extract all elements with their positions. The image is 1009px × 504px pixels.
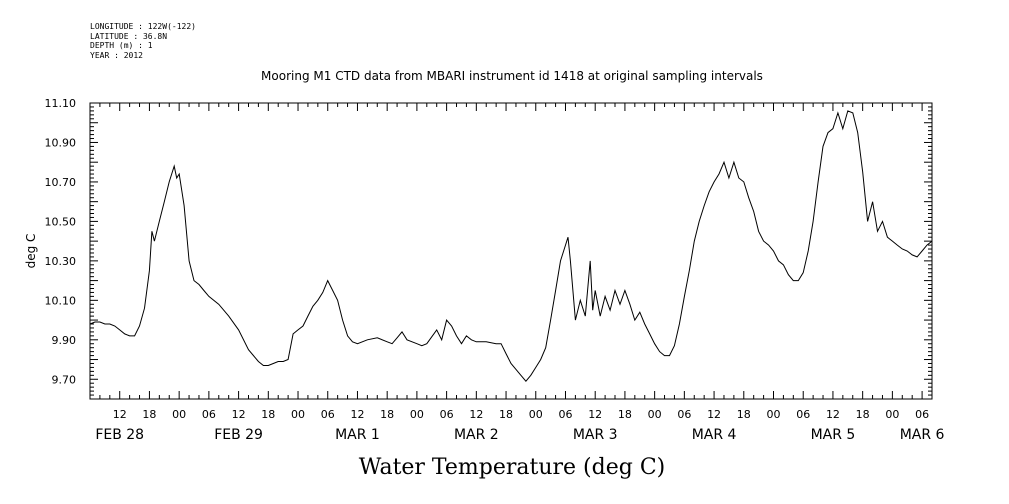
y-axis-ticks	[90, 102, 932, 400]
x-date-label: FEB 29	[214, 427, 263, 443]
x-hour-label: 06	[558, 408, 572, 421]
y-tick-label: 10.10	[45, 294, 77, 307]
metadata-latitude: LATITUDE : 36.8N	[90, 31, 168, 41]
x-hour-label: 00	[291, 408, 305, 421]
x-hour-label: 18	[856, 408, 870, 421]
x-hour-label: 12	[350, 408, 364, 421]
x-axis-label: Water Temperature (deg C)	[359, 455, 666, 480]
x-axis-hour-labels: 12 18 00 06 12 18 00 06 12 18 00 06 12 18 00 06 12 18 00 06…	[113, 408, 929, 421]
x-hour-label: 06	[915, 408, 929, 421]
x-hour-label: 06	[677, 408, 691, 421]
x-date-label: MAR 2	[454, 427, 499, 443]
plot-frame	[89, 102, 933, 400]
x-hour-label: 12	[826, 408, 840, 421]
x-date-label: FEB 28	[95, 427, 144, 443]
metadata-depth: DEPTH (m) : 1	[90, 41, 153, 50]
x-hour-label: 00	[767, 408, 781, 421]
x-axis-date-labels: FEB 28 FEB 29 MAR 1 MAR 2 MAR 3 MAR 4 MAR 5 MAR…	[95, 427, 944, 443]
x-date-label: MAR 5	[811, 427, 856, 443]
y-tick-label: 10.30	[45, 255, 77, 268]
x-hour-label: 18	[261, 408, 275, 421]
x-hour-label: 12	[469, 408, 483, 421]
x-hour-label: 12	[232, 408, 246, 421]
metadata-year: YEAR : 2012	[90, 50, 143, 60]
x-hour-label: 00	[410, 408, 424, 421]
x-hour-label: 00	[885, 408, 899, 421]
metadata-longitude: LONGITUDE : 122W(-122)	[90, 22, 196, 31]
x-date-label: MAR 4	[692, 427, 737, 443]
metadata-block: LONGITUDE : 122W(-122) LATITUDE : 36.8N …	[90, 22, 196, 60]
x-hour-label: 00	[529, 408, 543, 421]
x-hour-label: 18	[380, 408, 394, 421]
y-axis-tick-labels: 9.70 9.90 10.10 10.30 10.50 10.70 10.90 11.10	[45, 97, 77, 386]
y-tick-label: 10.90	[45, 136, 77, 149]
water-temperature-series-line	[89, 110, 933, 382]
x-date-label: MAR 3	[573, 427, 618, 443]
x-axis-ticks	[89, 103, 933, 399]
x-hour-label: 00	[648, 408, 662, 421]
chart-title: Mooring M1 CTD data from MBARI instrumen…	[261, 69, 763, 83]
x-date-label: MAR 6	[900, 427, 945, 443]
x-hour-label: 06	[796, 408, 810, 421]
y-tick-label: 11.10	[45, 97, 77, 110]
x-date-label: MAR 1	[335, 427, 380, 443]
y-tick-label: 10.70	[45, 176, 77, 189]
x-hour-label: 12	[588, 408, 602, 421]
y-tick-label: 10.50	[45, 215, 77, 228]
x-hour-label: 00	[172, 408, 186, 421]
x-hour-label: 12	[113, 408, 127, 421]
y-axis-label: deg C	[24, 234, 38, 269]
x-hour-label: 06	[202, 408, 216, 421]
y-tick-label: 9.90	[52, 334, 77, 347]
x-hour-label: 18	[737, 408, 751, 421]
x-hour-label: 06	[440, 408, 454, 421]
x-hour-label: 06	[321, 408, 335, 421]
x-hour-label: 18	[142, 408, 156, 421]
y-tick-label: 9.70	[52, 373, 77, 386]
x-hour-label: 18	[618, 408, 632, 421]
x-hour-label: 18	[499, 408, 513, 421]
x-hour-label: 12	[707, 408, 721, 421]
